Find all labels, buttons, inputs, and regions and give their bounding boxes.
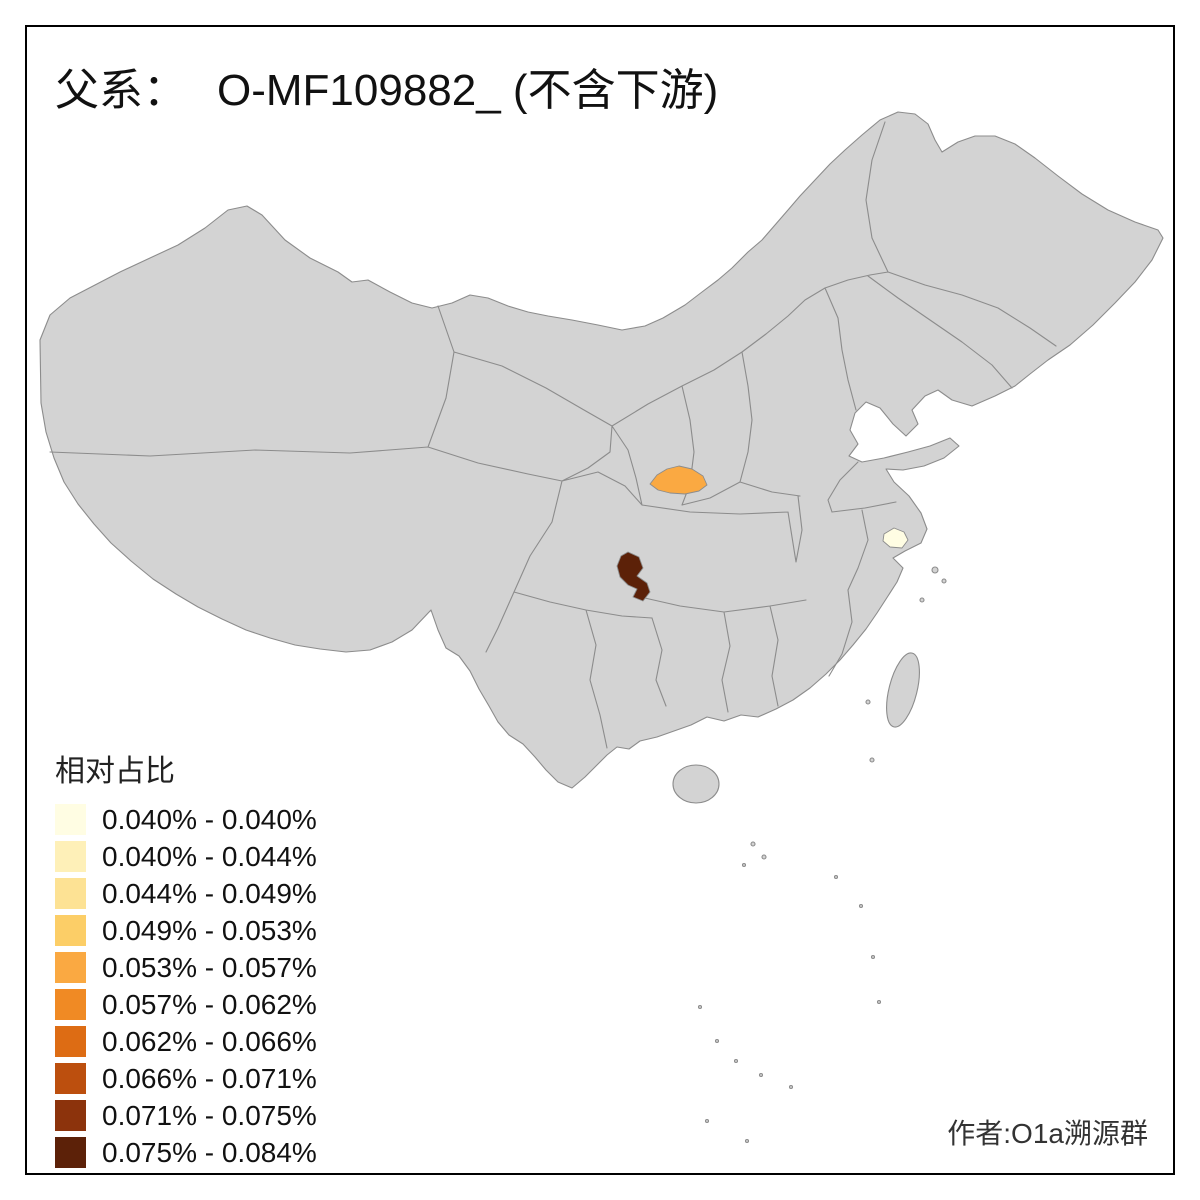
china-mainland [39, 111, 1164, 789]
legend-row: 0.057% - 0.062% [55, 989, 317, 1020]
highlighted-region-orange [649, 465, 708, 495]
legend: 相对占比 0.040% - 0.040% 0.040% - 0.044% 0.0… [55, 746, 317, 1174]
legend-swatch [55, 989, 86, 1020]
land-layer [39, 111, 1164, 1144]
legend-swatch [55, 1063, 86, 1094]
legend-row: 0.044% - 0.049% [55, 878, 317, 909]
legend-label: 0.066% - 0.071% [102, 1062, 317, 1094]
legend-row: 0.053% - 0.057% [55, 952, 317, 983]
highlighted-region-dark [616, 551, 651, 602]
legend-swatch [55, 804, 86, 835]
legend-swatch [55, 1137, 86, 1168]
legend-label: 0.040% - 0.040% [102, 803, 317, 835]
highlighted-region-pale [882, 527, 909, 549]
legend-row: 0.075% - 0.084% [55, 1137, 317, 1168]
small-islands [697, 566, 947, 1144]
legend-swatch [55, 915, 86, 946]
page-title: 父系： O-MF109882_ (不含下游) [55, 54, 718, 118]
legend-row: 0.062% - 0.066% [55, 1026, 317, 1057]
legend-label: 0.040% - 0.044% [102, 840, 317, 872]
legend-row: 0.040% - 0.040% [55, 804, 317, 835]
legend-swatch [55, 952, 86, 983]
title-prefix: 父系： [55, 66, 187, 115]
legend-items: 0.040% - 0.040% 0.040% - 0.044% 0.044% -… [55, 804, 317, 1168]
province-borders [49, 121, 1057, 749]
legend-row: 0.040% - 0.044% [55, 841, 317, 872]
legend-row: 0.071% - 0.075% [55, 1100, 317, 1131]
legend-title: 相对占比 [55, 755, 175, 788]
title-main: O-MF109882_ (不含下游) [217, 66, 719, 115]
legend-label: 0.044% - 0.049% [102, 877, 317, 909]
legend-label: 0.075% - 0.084% [102, 1136, 317, 1168]
hainan-island [672, 764, 720, 804]
legend-row: 0.066% - 0.071% [55, 1063, 317, 1094]
legend-label: 0.053% - 0.057% [102, 951, 317, 983]
legend-swatch [55, 841, 86, 872]
taiwan-island [886, 652, 920, 728]
legend-swatch [55, 878, 86, 909]
attribution: 作者:O1a溯源群 [947, 1118, 1148, 1149]
legend-label: 0.049% - 0.053% [102, 914, 317, 946]
legend-swatch [55, 1100, 86, 1131]
legend-label: 0.071% - 0.075% [102, 1099, 317, 1131]
legend-label: 0.057% - 0.062% [102, 988, 317, 1020]
legend-label: 0.062% - 0.066% [102, 1025, 317, 1057]
legend-row: 0.049% - 0.053% [55, 915, 317, 946]
legend-swatch [55, 1026, 86, 1057]
